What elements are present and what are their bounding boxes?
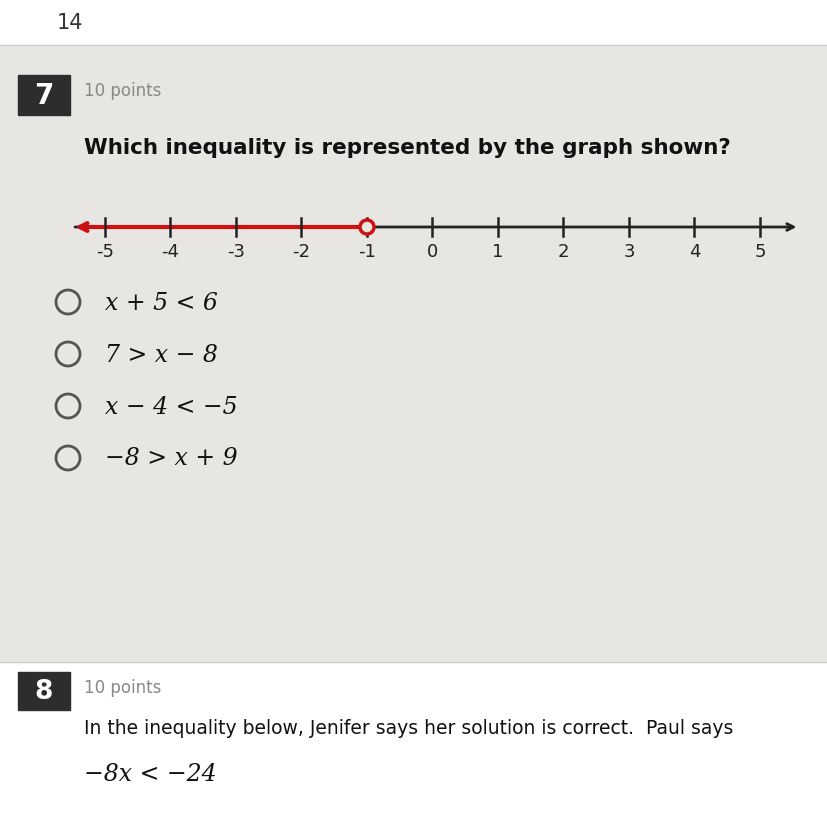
Text: -1: -1 xyxy=(357,242,375,261)
Text: Which inequality is represented by the graph shown?: Which inequality is represented by the g… xyxy=(84,138,730,158)
Text: x + 5 < 6: x + 5 < 6 xyxy=(105,291,218,314)
Text: −8 > x + 9: −8 > x + 9 xyxy=(105,447,237,470)
Bar xyxy=(18,672,70,710)
Text: 5: 5 xyxy=(753,242,765,261)
Text: 1: 1 xyxy=(492,242,503,261)
Text: In the inequality below, Jenifer says her solution is correct.  Paul says: In the inequality below, Jenifer says he… xyxy=(84,718,733,737)
Text: 2: 2 xyxy=(557,242,569,261)
Text: x − 4 < −5: x − 4 < −5 xyxy=(105,395,237,418)
Text: 4: 4 xyxy=(688,242,700,261)
Bar xyxy=(0,0,827,46)
Text: −8x < −24: −8x < −24 xyxy=(84,762,217,785)
Text: 0: 0 xyxy=(427,242,437,261)
Bar xyxy=(0,662,827,827)
Text: -2: -2 xyxy=(292,242,310,261)
Text: 14: 14 xyxy=(57,13,84,33)
Bar xyxy=(18,76,70,116)
Text: -3: -3 xyxy=(227,242,245,261)
Circle shape xyxy=(360,221,374,235)
Text: -5: -5 xyxy=(96,242,114,261)
Text: 3: 3 xyxy=(623,242,634,261)
Text: 7 > x − 8: 7 > x − 8 xyxy=(105,343,218,366)
Text: 7: 7 xyxy=(34,82,54,110)
Text: 10 points: 10 points xyxy=(84,82,161,100)
Text: 8: 8 xyxy=(35,678,53,704)
Text: -4: -4 xyxy=(161,242,179,261)
Text: 10 points: 10 points xyxy=(84,678,161,696)
